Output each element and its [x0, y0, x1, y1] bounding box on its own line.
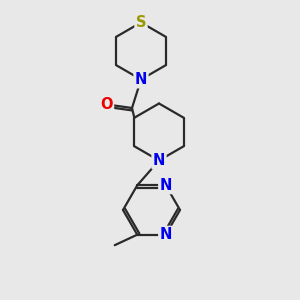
Text: N: N [160, 178, 172, 193]
Text: O: O [100, 97, 113, 112]
Text: N: N [153, 153, 165, 168]
Text: S: S [136, 15, 146, 30]
Text: N: N [160, 227, 172, 242]
Text: N: N [135, 72, 147, 87]
